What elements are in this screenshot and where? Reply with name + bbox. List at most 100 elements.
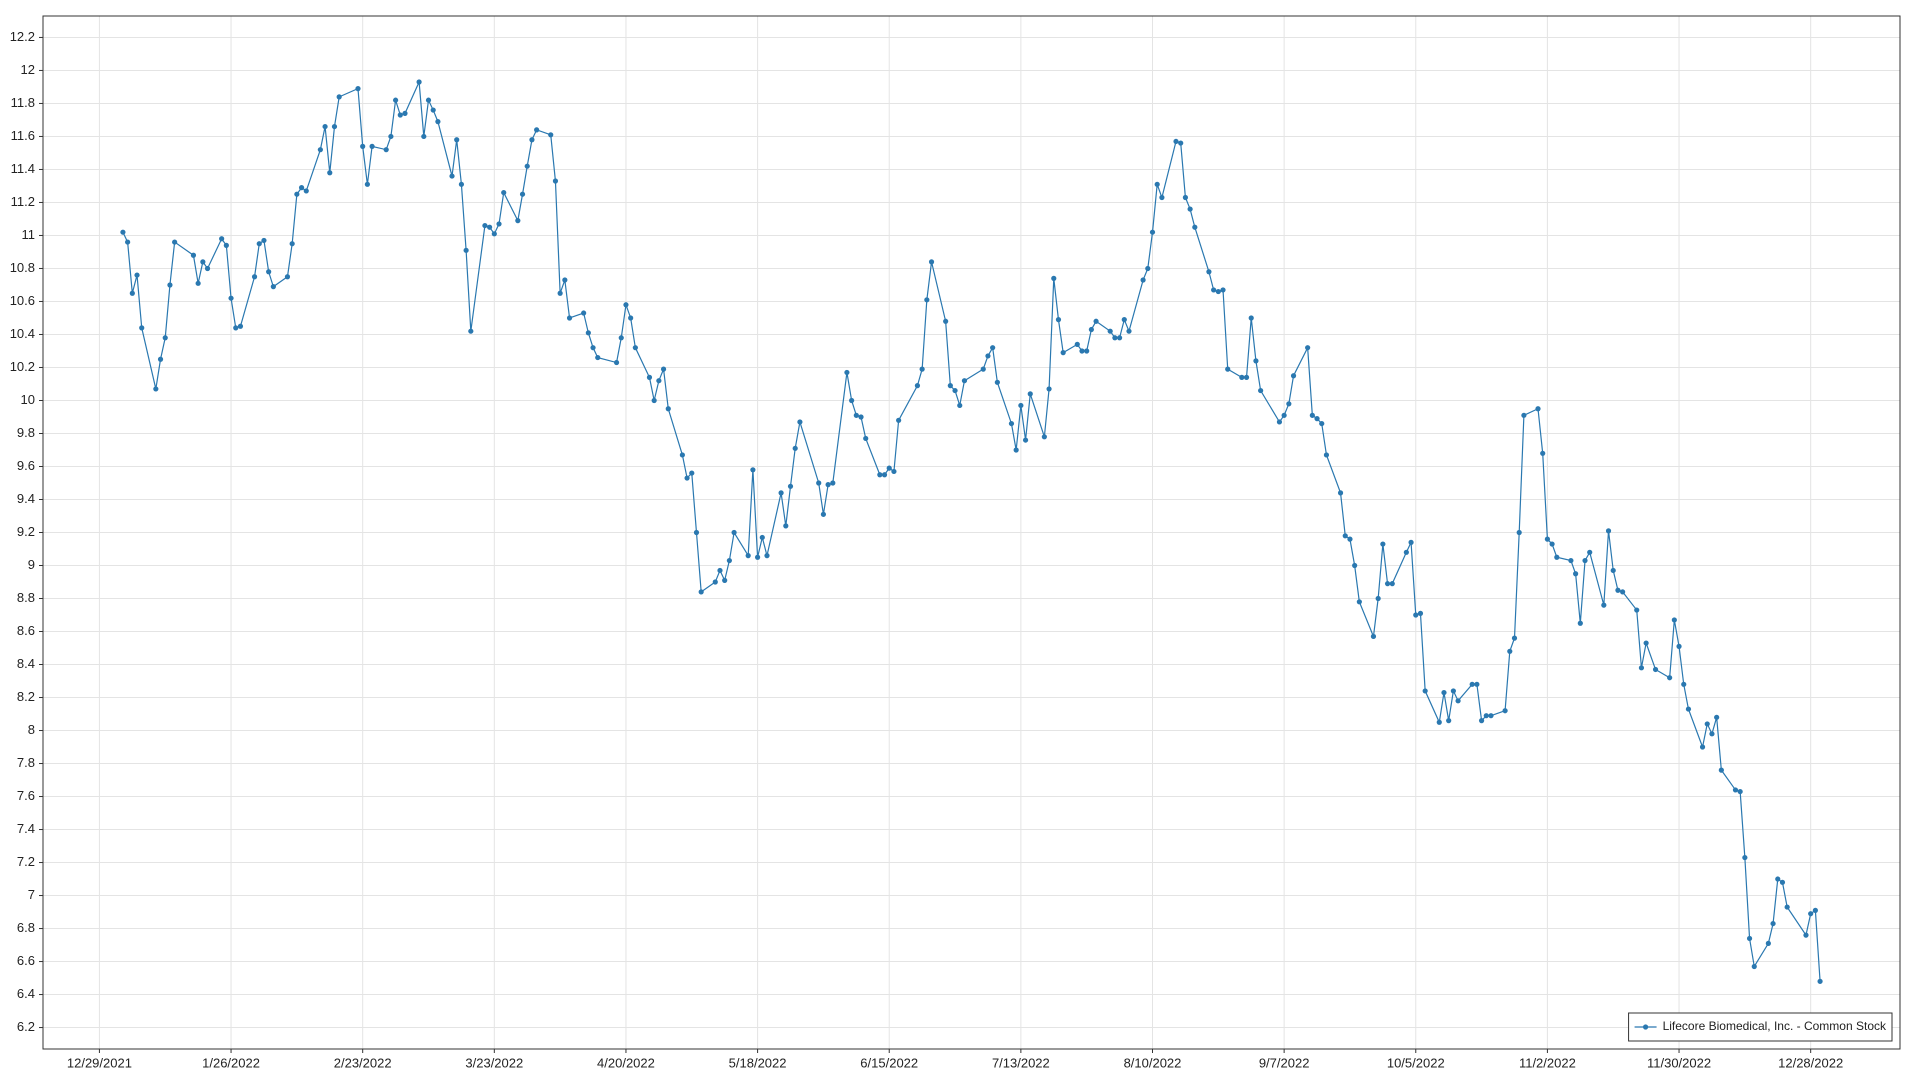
y-tick-label: 7.6 (17, 788, 35, 803)
data-point (496, 221, 502, 227)
data-point (317, 147, 323, 153)
y-tick-label: 10.4 (10, 326, 35, 341)
data-point (750, 467, 756, 473)
y-tick-label: 9.4 (17, 491, 35, 506)
x-tick-label: 11/2/2022 (1519, 1055, 1576, 1070)
data-point (581, 310, 587, 316)
data-point (1422, 688, 1428, 694)
data-point (364, 181, 370, 187)
data-point (1474, 681, 1480, 687)
data-point (1450, 688, 1456, 694)
data-point (1323, 452, 1330, 458)
data-point (797, 419, 803, 425)
data-point (1483, 713, 1489, 719)
y-tick-label: 6.2 (17, 1019, 35, 1034)
y-tick-label: 11 (22, 227, 36, 242)
data-point (1549, 541, 1555, 547)
data-point (425, 97, 432, 103)
legend-box (1628, 1012, 1893, 1042)
legend-marker (1642, 1024, 1649, 1030)
data-point (200, 259, 206, 265)
data-point (985, 353, 991, 359)
data-point (1079, 348, 1085, 354)
data-point (994, 379, 1000, 385)
data-point (628, 315, 634, 321)
data-point (369, 143, 375, 149)
data-point (1375, 595, 1381, 602)
data-point (172, 239, 178, 245)
data-point (1178, 140, 1184, 146)
data-point (1704, 721, 1710, 727)
data-point (830, 480, 836, 486)
data-point (1441, 689, 1447, 696)
y-tick-label: 8.8 (17, 590, 35, 605)
data-point (162, 335, 168, 341)
x-tick-label: 5/18/2022 (729, 1055, 787, 1070)
y-tick-label: 10.2 (10, 359, 35, 374)
data-point (947, 383, 953, 389)
data-point (853, 412, 859, 418)
data-point (327, 170, 333, 176)
data-point (1601, 602, 1607, 608)
y-tick-label: 11.2 (11, 194, 35, 209)
data-point (1540, 450, 1546, 456)
data-point (1309, 412, 1315, 418)
data-point (656, 378, 662, 384)
data-point (1403, 549, 1409, 555)
data-point (1676, 643, 1682, 649)
data-point (590, 345, 596, 351)
data-point (1770, 920, 1776, 927)
data-point (430, 107, 436, 113)
data-point (1192, 224, 1198, 230)
x-tick-label: 8/10/2022 (1124, 1055, 1182, 1070)
data-point (1751, 963, 1757, 970)
data-point (651, 397, 657, 404)
data-point (759, 534, 765, 541)
data-point (717, 567, 723, 574)
data-point (1107, 328, 1113, 334)
data-point (1380, 541, 1386, 547)
data-point (1742, 854, 1748, 861)
data-point (1154, 181, 1160, 187)
data-point (167, 282, 173, 288)
data-point (1685, 706, 1692, 712)
data-point (778, 490, 784, 496)
data-point (1714, 714, 1720, 720)
data-point (237, 323, 244, 329)
data-point (331, 123, 338, 130)
data-point (195, 280, 201, 286)
data-point (1352, 562, 1358, 569)
data-point (1408, 539, 1414, 546)
data-point (1765, 940, 1771, 946)
data-point (1149, 229, 1156, 235)
data-point (1638, 665, 1645, 671)
y-tick-label: 8.6 (17, 623, 35, 638)
data-point (1784, 904, 1790, 910)
data-point (1290, 373, 1297, 379)
data-point (924, 297, 930, 303)
data-point (1276, 419, 1283, 425)
y-tick-label: 10 (21, 392, 35, 407)
data-point (1667, 675, 1673, 681)
y-tick-label: 9.2 (17, 524, 35, 539)
x-tick-label: 4/20/2022 (597, 1055, 655, 1070)
data-point (157, 356, 164, 362)
data-point (1817, 978, 1823, 984)
data-point (463, 247, 469, 253)
data-point (787, 483, 794, 489)
data-point (1022, 437, 1029, 443)
data-point (1455, 698, 1461, 704)
y-tick-label: 11.8 (11, 95, 35, 110)
data-point (952, 387, 958, 394)
data-point (961, 378, 968, 384)
data-point (219, 236, 225, 242)
data-point (294, 191, 300, 197)
data-point (392, 97, 399, 103)
x-tick-label: 7/13/2022 (992, 1055, 1050, 1070)
data-point (1370, 633, 1377, 640)
data-point (435, 119, 441, 125)
data-point (256, 241, 262, 247)
data-point (881, 472, 888, 478)
data-point (153, 386, 159, 392)
data-point (228, 295, 234, 301)
